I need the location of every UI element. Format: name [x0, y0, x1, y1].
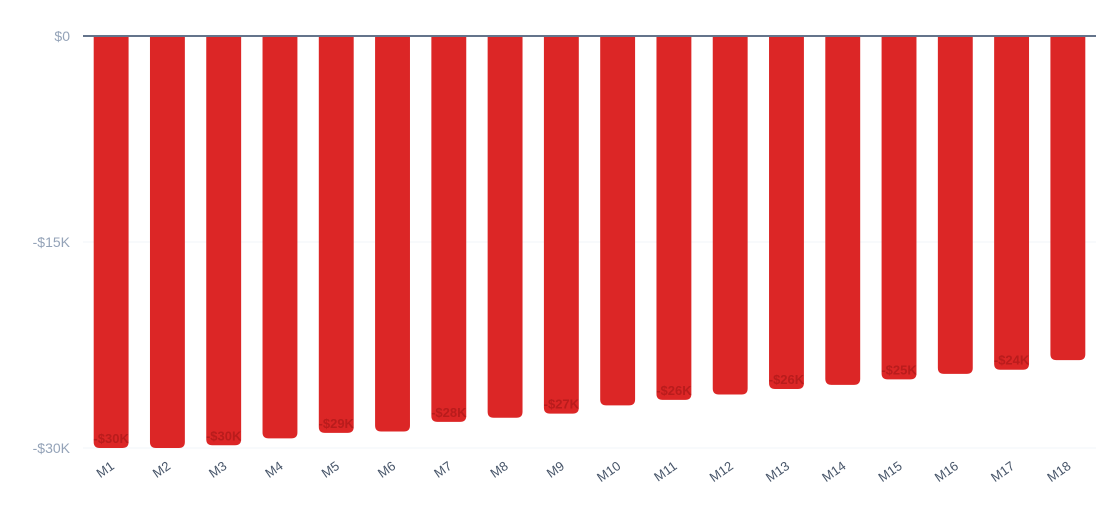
bar	[712, 36, 748, 395]
x-tick-label: M4	[262, 458, 285, 481]
x-tick-label: M17	[988, 458, 1017, 485]
x-tick-label: M18	[1044, 458, 1073, 485]
x-tick-label: M12	[707, 458, 736, 485]
data-label: -$29K	[319, 416, 355, 431]
x-tick-label: M13	[763, 458, 792, 485]
y-tick-label: $0	[54, 28, 70, 44]
data-label: -$26K	[769, 372, 805, 387]
data-label: -$30K	[93, 431, 129, 446]
x-tick-label: M1	[93, 458, 116, 481]
x-tick-label: M14	[819, 458, 848, 485]
data-label: -$25K	[881, 362, 917, 377]
bar	[318, 36, 354, 433]
bar	[769, 36, 804, 389]
bar	[656, 36, 692, 400]
bar	[937, 36, 973, 374]
bar	[825, 36, 861, 385]
bar	[543, 36, 579, 414]
data-label: -$30K	[206, 428, 242, 443]
x-tick-label: M10	[594, 458, 623, 485]
bar	[487, 36, 523, 418]
x-tick-label: M5	[319, 458, 342, 481]
bar	[206, 36, 242, 446]
bar	[375, 36, 410, 432]
x-tick-label: M7	[431, 458, 454, 481]
x-tick-label: M8	[487, 458, 510, 481]
data-label: -$24K	[994, 353, 1030, 368]
y-tick-label: -$15K	[33, 234, 71, 250]
bar	[600, 36, 636, 406]
x-tick-label: M9	[544, 458, 567, 481]
data-label: -$27K	[544, 397, 580, 412]
y-tick-label: -$30K	[33, 440, 71, 456]
bar	[93, 36, 129, 448]
data-label: -$28K	[431, 405, 467, 420]
bar	[1050, 36, 1086, 361]
x-tick-label: M16	[932, 458, 961, 485]
bar	[431, 36, 467, 422]
bar	[881, 36, 917, 380]
bar	[994, 36, 1030, 370]
bar	[149, 36, 185, 448]
x-tick-label: M3	[206, 458, 229, 481]
bar	[262, 36, 298, 439]
x-tick-label: M2	[150, 458, 173, 481]
x-tick-label: M15	[875, 458, 904, 485]
data-label: -$26K	[656, 383, 692, 398]
x-tick-label: M6	[375, 458, 398, 481]
x-tick-label: M11	[651, 458, 680, 484]
